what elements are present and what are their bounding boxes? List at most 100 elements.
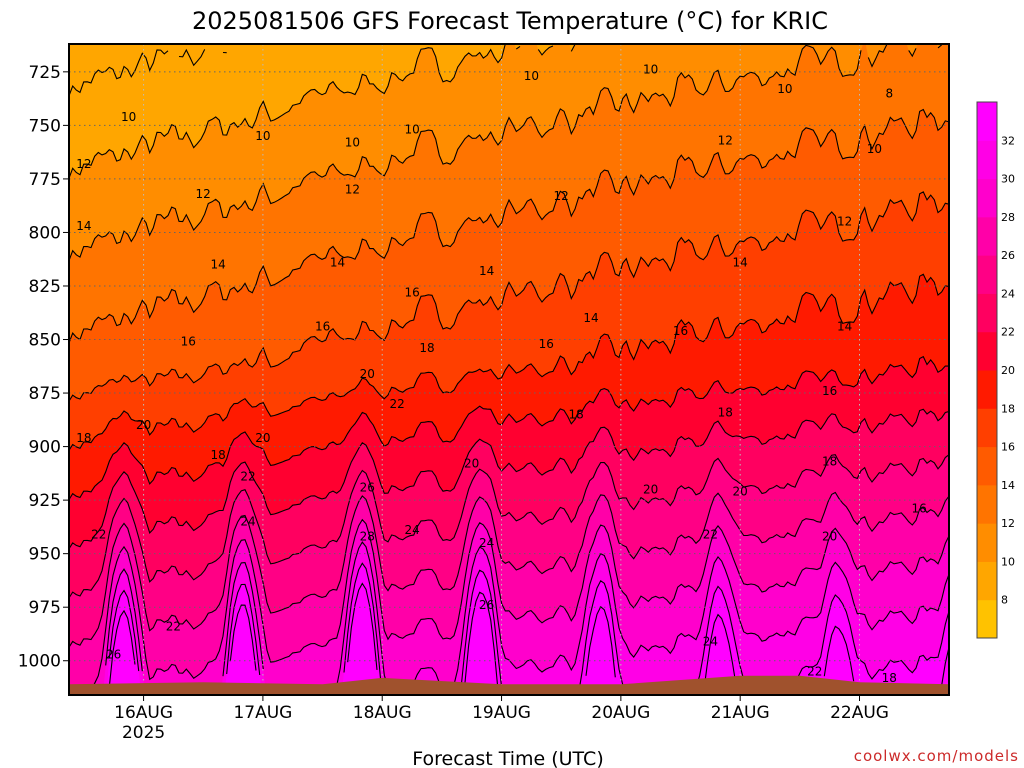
contour-label: 20: [136, 418, 151, 432]
contour-label: 22: [807, 664, 822, 678]
colorbar-swatch: [977, 561, 997, 601]
y-tick-label: 950: [29, 545, 61, 565]
contour-label: 12: [554, 189, 569, 203]
contour-28: [72, 518, 949, 695]
colorbar-swatch: [977, 599, 997, 639]
y-tick-label: 875: [29, 384, 61, 404]
colorbar-tick-label: 22: [1001, 326, 1015, 339]
colorbar-tick-label: 28: [1001, 211, 1015, 224]
contour-label: 10: [643, 63, 658, 77]
contour-label: 18: [568, 408, 583, 422]
colorbar-swatch: [977, 293, 997, 333]
chart-title: 2025081506 GFS Forecast Temperature (°C)…: [192, 7, 828, 35]
contour-label: 14: [211, 258, 226, 272]
contour-label: 8: [885, 86, 893, 100]
plot-area: 10 10 10 10 10 10 10 8 10 12 12 12 12 12 12 14 14 14 14 14 1…: [69, 44, 949, 695]
colorbar-tick-label: 16: [1001, 441, 1015, 454]
colorbar-swatch: [977, 216, 997, 256]
colorbar-swatch: [977, 523, 997, 562]
x-tick-label: 21AUG: [711, 703, 770, 723]
colorbar-tick-label: 18: [1001, 402, 1015, 415]
y-tick-label: 825: [29, 277, 61, 297]
contour-label: 22: [703, 527, 718, 541]
x-tick-label: 19AUG: [472, 703, 531, 723]
contour-22: [69, 408, 949, 550]
contour-32: [108, 562, 949, 694]
contour-label: 16: [822, 384, 837, 398]
contour-labels: 10 10 10 10 10 10 10 8 10 12 12 12 12 12 12 14 14 14 14 14 1…: [76, 63, 927, 685]
colorbar-frame: [976, 101, 998, 639]
contour-label: 14: [479, 264, 494, 278]
contour-16: [69, 191, 949, 402]
contour-label: 18: [211, 448, 226, 462]
contour-label: 26: [360, 480, 375, 494]
contour-label: 20: [733, 485, 748, 499]
contour-label: 10: [777, 82, 792, 96]
colorbar-swatch: [977, 446, 997, 486]
surface-terrain: [69, 675, 949, 695]
colorbar-swatch: [977, 331, 997, 371]
colorbar-tick-label: 20: [1001, 364, 1015, 377]
y-tick-label: 775: [29, 170, 61, 190]
contour-label: 18: [419, 341, 434, 355]
contour-10: [69, 44, 576, 179]
colorbar-swatch: [977, 484, 997, 524]
contour-label: 12: [837, 215, 852, 229]
y-tick-label: 800: [29, 223, 61, 243]
contour-24: [69, 454, 949, 599]
contour-label: 22: [240, 470, 255, 484]
colorbar-swatch: [977, 102, 997, 141]
contour-label: 16: [673, 324, 688, 338]
contour-label: 20: [643, 482, 658, 496]
x-tick-label: 18AUG: [353, 703, 412, 723]
band-32: [106, 563, 949, 695]
colorbar-swatch: [977, 408, 997, 448]
contour-18: [69, 273, 949, 451]
grid: [69, 44, 949, 695]
contour-label: 16: [539, 337, 554, 351]
contour-label: 24: [404, 523, 419, 537]
temperature-bands: [69, 44, 949, 695]
colorbar-tick-label: 12: [1001, 517, 1015, 530]
colorbar-tick-label: 8: [1001, 594, 1008, 607]
contour-label: 14: [583, 311, 598, 325]
colorbar-tick-label: 10: [1001, 555, 1015, 568]
contour-label: 14: [330, 255, 345, 269]
x-axis-title: Forecast Time (UTC): [412, 748, 603, 768]
y-tick-label: 975: [29, 598, 61, 618]
contour-label: 18: [718, 405, 733, 419]
contour-label: 10: [867, 142, 882, 156]
contour-label: 12: [718, 133, 733, 147]
contour-label: 10: [345, 136, 360, 150]
contour-20: [69, 355, 949, 500]
contour-label: 18: [822, 455, 837, 469]
contour-12: [69, 44, 943, 261]
x-tick-label: 16AUG: [114, 703, 173, 723]
y-tick-label: 1000: [18, 652, 61, 672]
colorbar-tick-label: 30: [1001, 173, 1015, 186]
y-tick-label: 850: [29, 331, 61, 351]
x-tick-label: 22AUG: [830, 703, 889, 723]
x-tick-label: 17AUG: [233, 703, 292, 723]
contour-26: [69, 491, 949, 648]
contour-label: 10: [524, 69, 539, 83]
colorbar-tick-label: 14: [1001, 479, 1015, 492]
contour-label: 22: [389, 397, 404, 411]
y-tick-label: 900: [29, 438, 61, 458]
contour-label: 16: [181, 335, 196, 349]
colorbar-tick-label: 32: [1001, 134, 1015, 147]
contour-label: 14: [837, 320, 852, 334]
credit-text: coolwx.com/models: [854, 747, 1019, 765]
y-tick-label: 725: [29, 63, 61, 83]
contour-label: 26: [479, 598, 494, 612]
contour-label: 28: [360, 530, 375, 544]
contour-label: 14: [76, 219, 91, 233]
contour-label: 24: [240, 515, 255, 529]
contour-label: 10: [255, 129, 270, 143]
contour-label: 24: [703, 635, 718, 649]
contour-label: 16: [912, 502, 927, 516]
y-tick-label: 750: [29, 116, 61, 136]
plot-frame: [68, 43, 950, 696]
contour-label: 26: [106, 647, 121, 661]
